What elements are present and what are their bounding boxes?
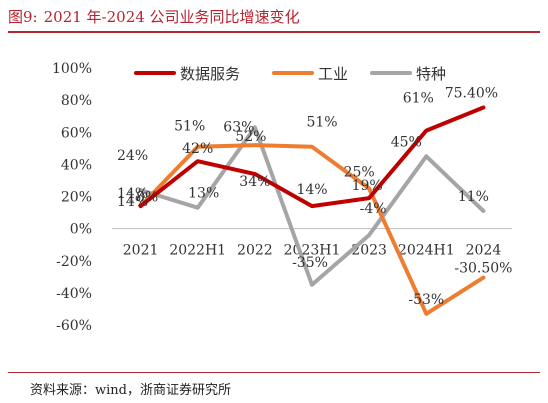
x-tick-label: 2021 xyxy=(123,243,159,259)
data-label: -53% xyxy=(408,292,444,308)
data-label: 34% xyxy=(239,174,270,190)
x-tick-label: 2022 xyxy=(237,243,273,259)
source-rule xyxy=(8,372,540,373)
series-line-3 xyxy=(138,125,486,287)
data-label: 14% xyxy=(296,182,327,198)
title-rule xyxy=(8,31,540,33)
y-tick-label: 100% xyxy=(52,61,92,77)
data-label: -35% xyxy=(292,255,328,271)
figure-title-text: 2021 年-2024 公司业务同比增速变化 xyxy=(43,8,300,26)
data-label: 14% xyxy=(117,186,148,202)
data-label: 13% xyxy=(188,186,219,202)
y-tick-label: 0% xyxy=(70,222,92,238)
legend-label: 工业 xyxy=(318,65,348,83)
data-label: 51% xyxy=(174,119,205,135)
y-tick-label: -20% xyxy=(56,254,92,270)
x-tick-label: 2023 xyxy=(351,243,387,259)
data-label: -4% xyxy=(360,201,387,217)
series-line-1 xyxy=(138,105,486,209)
data-label: 51% xyxy=(306,115,337,131)
y-tick-label: 80% xyxy=(61,93,92,109)
data-label: 63% xyxy=(223,119,254,135)
source-note: 资料来源：wind，浙商证券研究所 xyxy=(30,383,231,398)
y-tick-label: 40% xyxy=(61,157,92,173)
figure-title: 图9: 2021 年-2024 公司业务同比增速变化 xyxy=(8,6,300,27)
data-label: 18% xyxy=(127,190,158,206)
data-label: 61% xyxy=(403,91,434,107)
y-tick-label: 20% xyxy=(61,190,92,206)
data-label: 45% xyxy=(391,134,422,150)
data-label: 19% xyxy=(352,178,383,194)
data-label: 14% xyxy=(117,194,148,210)
legend-label: 数据服务 xyxy=(180,65,240,83)
legend-label: 特种 xyxy=(416,65,446,83)
data-label: -30.50% xyxy=(454,261,512,277)
x-tick-label: 2024 xyxy=(466,243,502,259)
x-tick-label: 2022H1 xyxy=(169,243,226,259)
data-label: 75.40% xyxy=(445,86,498,102)
figure-number: 图9: xyxy=(8,8,38,26)
y-tick-label: -60% xyxy=(56,318,92,334)
y-tick-label: -40% xyxy=(56,286,92,302)
data-label: 24% xyxy=(117,148,148,164)
data-label: 52% xyxy=(235,129,266,145)
series-line-2 xyxy=(138,143,486,316)
data-label: 11% xyxy=(458,189,489,205)
y-tick-label: 60% xyxy=(61,125,92,141)
data-label: 25% xyxy=(344,164,375,180)
x-tick-label: 2024H1 xyxy=(398,243,455,259)
data-label: 42% xyxy=(182,141,213,157)
